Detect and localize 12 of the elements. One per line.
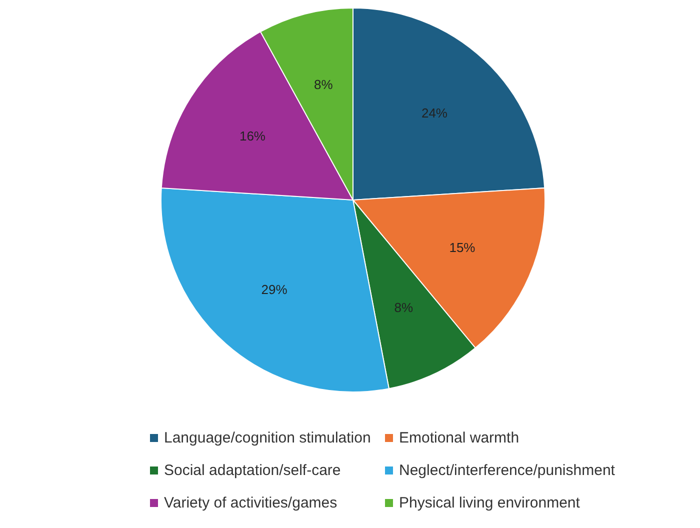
legend-label: Neglect/interference/punishment bbox=[399, 462, 616, 479]
legend-label: Language/cognition stimulation bbox=[164, 430, 371, 446]
data-label: 15% bbox=[449, 240, 476, 255]
legend-label: Physical living environment bbox=[399, 494, 581, 512]
data-label: 29% bbox=[261, 282, 288, 297]
data-label: 8% bbox=[394, 300, 414, 316]
data-label: 24% bbox=[421, 106, 448, 121]
legend-label: Social adaptation/self-care bbox=[164, 462, 341, 479]
data-label: 16% bbox=[239, 128, 266, 144]
legend-label: Variety of activities/games bbox=[164, 494, 338, 512]
legend-label: Emotional warmth bbox=[399, 430, 520, 446]
data-label: 8% bbox=[314, 77, 334, 92]
